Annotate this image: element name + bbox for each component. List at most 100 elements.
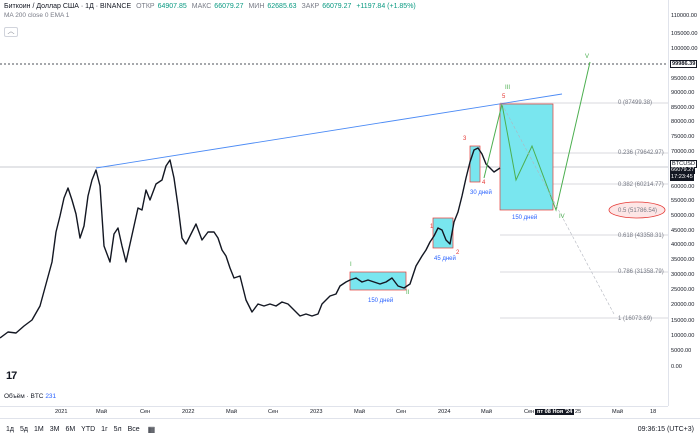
fib-05-highlight: [608, 201, 666, 219]
price-tick: 40000.00: [671, 242, 695, 248]
chart-legend: Биткоин / Доллар США · 1Д · BINANCE ОТКР…: [4, 2, 419, 20]
fib-label-0382: 0.382 (60214.77): [618, 182, 664, 188]
range-6m[interactable]: 6М: [65, 426, 76, 433]
price-tick: 60000.00: [671, 184, 695, 190]
wave-label-i: I: [350, 262, 352, 268]
time-tick: 25: [575, 409, 582, 415]
box-150b-label: 150 дней: [512, 214, 537, 221]
box-30-days: [469, 145, 481, 183]
range-3m[interactable]: 3М: [49, 426, 60, 433]
price-tick: 25000.00: [671, 287, 695, 293]
price-tick: 85000.00: [671, 105, 695, 111]
clock[interactable]: 09:36:15 (UTC+3): [637, 426, 694, 433]
price-tick: 110000.00: [671, 13, 698, 19]
time-tick: Сен: [268, 409, 279, 415]
wave-label-5: 5: [502, 94, 506, 100]
time-tick: Май: [612, 409, 623, 415]
wave-label-1: 1: [430, 224, 434, 230]
time-tick: Сен: [140, 409, 151, 415]
box-30-label: 30 дней: [470, 189, 492, 196]
current-price-tag: 66079.27: [670, 167, 696, 174]
wave-label-iii: III: [505, 85, 510, 91]
countdown-tag: 17:23:45: [670, 174, 694, 181]
price-tick: 30000.00: [671, 272, 695, 278]
time-axis[interactable]: 2021 Май Сен 2022 Май Сен 2023 Май Сен 2…: [0, 406, 668, 418]
fib-label-05: 0.5 (51786.54): [618, 208, 657, 214]
dotted-level-tag: 99986.39: [670, 60, 698, 68]
low-label: МИН: [248, 3, 265, 10]
range-1y[interactable]: 1г: [101, 426, 108, 433]
price-tick: 50000.00: [671, 213, 695, 219]
box-45-label: 45 дней: [434, 255, 456, 262]
time-tick: 2023: [310, 409, 323, 415]
price-tick: 15000.00: [671, 318, 695, 324]
price-tick: 80000.00: [671, 119, 695, 125]
time-tick: 2024: [438, 409, 451, 415]
close-label: ЗАКР: [301, 3, 320, 10]
bottom-toolbar: 1д 5д 1М 3М 6М YTD 1г 5л Все ▦ 09:36:15 …: [0, 418, 700, 440]
time-tick: 2021: [55, 409, 68, 415]
price-tick: 20000.00: [671, 302, 695, 308]
price-tick: 70000.00: [671, 149, 695, 155]
range-ytd[interactable]: YTD: [81, 426, 96, 433]
price-tick: 100000.00: [671, 46, 698, 52]
time-tick: Май: [481, 409, 492, 415]
open-value: 64907.85: [157, 3, 187, 10]
price-tick: 95000.00: [671, 76, 695, 82]
calendar-icon[interactable]: ▦: [147, 425, 156, 434]
price-tick: 10000.00: [671, 333, 695, 339]
volume-label: Объём · BTC: [4, 393, 44, 400]
fib-label-1: 1 (16073.69): [618, 316, 652, 322]
fib-label-0618: 0.618 (43358.31): [618, 233, 664, 239]
time-tick: 2022: [182, 409, 195, 415]
collapse-legend-button[interactable]: ︿: [4, 27, 18, 37]
open-label: ОТКР: [136, 3, 155, 10]
fib-label-0236: 0.236 (79642.97): [618, 150, 664, 156]
wave-label-2: 2: [456, 250, 460, 256]
range-5d[interactable]: 5д: [19, 426, 28, 433]
close-value: 66079.27: [322, 3, 352, 10]
wave-label-3: 3: [463, 136, 467, 142]
box-150a-label: 150 дней: [368, 297, 393, 304]
high-label: МАКС: [191, 3, 212, 10]
price-tick: 45000.00: [671, 228, 695, 234]
low-value: 62685.63: [267, 3, 297, 10]
volume-value: 231: [45, 393, 57, 400]
price-tick: 5000.00: [671, 348, 692, 354]
price-tick: 55000.00: [671, 198, 695, 204]
price-tick: 35000.00: [671, 257, 695, 263]
price-tick: 105000.00: [671, 31, 698, 37]
fib-label-0: 0 (87499.38): [618, 100, 652, 106]
ma-indicator[interactable]: MA 200 close 0 EMA 1: [4, 12, 70, 19]
symbol-title[interactable]: Биткоин / Доллар США · 1Д · BINANCE: [4, 3, 132, 10]
wave-label-iv: IV: [559, 214, 565, 220]
price-tick: 90000.00: [671, 90, 695, 96]
time-tick: Май: [354, 409, 365, 415]
range-all[interactable]: Все: [127, 426, 140, 433]
price-scale[interactable]: 110000.00 105000.00 100000.00 99986.39 9…: [668, 0, 700, 406]
price-chart[interactable]: I II III IV V 1 2 3 4 5 150 дней 45 дней…: [0, 0, 668, 406]
price-tick: 75000.00: [671, 134, 695, 140]
fib-label-0786: 0.786 (31358.79): [618, 269, 664, 275]
time-tick: 18: [650, 409, 657, 415]
range-1d[interactable]: 1д: [6, 426, 14, 433]
fib-lines: [500, 102, 668, 319]
box-150-days-a: [349, 271, 407, 291]
price-series: [0, 147, 501, 339]
projection-path: [483, 61, 591, 212]
time-tick: Май: [96, 409, 107, 415]
wave-label-ii: II: [406, 290, 410, 296]
time-cursor-tag: пт 08 Ноя '24: [535, 409, 575, 415]
wave-label-4: 4: [482, 180, 486, 186]
time-tick: Сен: [524, 409, 535, 415]
wave-label-v: V: [585, 54, 589, 60]
tradingview-logo[interactable]: 17: [6, 370, 17, 382]
trendline: [95, 93, 563, 169]
price-tick: 0.00: [671, 364, 682, 370]
change-value: +1197.84 (+1.85%): [356, 3, 416, 10]
volume-legend: Объём · BTC 231: [4, 393, 56, 400]
range-1m[interactable]: 1М: [33, 426, 44, 433]
time-tick: Май: [226, 409, 237, 415]
time-tick: Сен: [396, 409, 407, 415]
range-5y[interactable]: 5л: [113, 426, 122, 433]
